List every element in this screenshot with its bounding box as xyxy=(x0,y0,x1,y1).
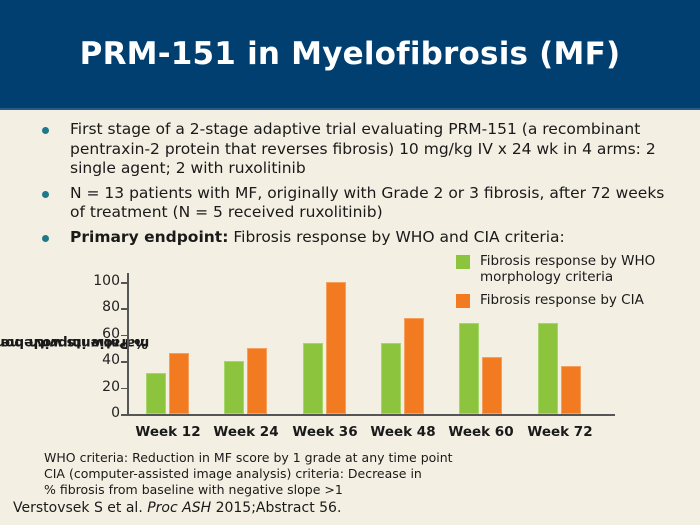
bullet-text: Fibrosis response by WHO and CIA criteri… xyxy=(228,227,565,246)
title-banner: PRM-151 in Myelofibrosis (MF) xyxy=(0,0,700,110)
y-tick-label: 100 xyxy=(93,273,120,289)
chart-legend: Fibrosis response by WHO morphology crit… xyxy=(456,253,686,315)
note-line: % fibrosis from baseline with negative s… xyxy=(44,482,343,497)
y-tick-label: 0 xyxy=(111,405,120,421)
y-tick-label: 80 xyxy=(102,299,120,316)
legend-label: Fibrosis response by WHO xyxy=(480,253,656,269)
bullet-text: N = 13 patients with MF, originally with… xyxy=(70,183,665,222)
bullet-icon xyxy=(42,234,49,242)
note-line: CIA (computer-assisted image analysis) c… xyxy=(44,466,422,481)
legend-swatch-orange-icon xyxy=(456,294,470,308)
bullet-item: First stage of a 2-stage adaptive trial … xyxy=(40,120,680,179)
bar-cia-week-48 xyxy=(404,317,424,414)
bar-who-week-72 xyxy=(538,322,558,414)
x-tick-label: Week 60 xyxy=(448,424,514,440)
bullet-item: N = 13 patients with MF, originally with… xyxy=(40,184,680,223)
bullet-item: Primary endpoint: Fibrosis response by W… xyxy=(40,228,680,248)
legend-swatch-green-icon xyxy=(456,255,470,269)
bar-cia-week-24 xyxy=(247,348,267,414)
bar-who-week-36 xyxy=(303,342,323,414)
x-tick-label: Week 12 xyxy=(135,424,201,440)
legend-item-who: Fibrosis response by WHO morphology crit… xyxy=(456,253,686,285)
y-tick-label: 60 xyxy=(102,325,120,342)
legend-label: Fibrosis response by CIA xyxy=(480,292,644,308)
bar-who-week-12 xyxy=(146,373,166,414)
bullet-list: First stage of a 2-stage adaptive trial … xyxy=(40,120,680,252)
bar-cia-week-12 xyxy=(169,353,189,414)
bullet-bold-text: Primary endpoint: xyxy=(70,227,229,246)
x-tick-label: Week 24 xyxy=(213,424,279,440)
note-line: WHO criteria: Reduction in MF score by 1… xyxy=(44,450,453,465)
bar-cia-week-60 xyxy=(482,357,502,414)
criteria-notes: WHO criteria: Reduction in MF score by 1… xyxy=(44,450,453,498)
citation-authors: Verstovsek S et al. xyxy=(13,500,148,516)
x-tick-label: Week 36 xyxy=(292,424,358,440)
y-tick xyxy=(121,282,128,284)
bar-who-week-24 xyxy=(224,361,244,414)
y-tick xyxy=(121,414,128,416)
y-axis xyxy=(127,273,129,415)
y-tick-label: 40 xyxy=(102,352,120,369)
legend-item-cia: Fibrosis response by CIA xyxy=(456,292,686,308)
y-tick xyxy=(121,308,128,310)
x-axis xyxy=(127,414,615,416)
x-tick-label: Week 72 xyxy=(527,424,593,440)
bullet-icon xyxy=(42,127,49,134)
bullet-icon xyxy=(42,190,49,198)
bullet-text: First stage of a 2-stage adaptive trial … xyxy=(70,120,656,177)
y-tick xyxy=(121,361,128,363)
citation-journal: Proc ASH xyxy=(147,500,212,516)
bar-cia-week-36 xyxy=(326,282,346,414)
bar-who-week-48 xyxy=(381,342,401,414)
slide-title: PRM-151 in Myelofibrosis (MF) xyxy=(79,36,621,72)
y-tick xyxy=(121,334,128,337)
y-tick-label: 20 xyxy=(102,378,120,395)
bar-cia-week-72 xyxy=(561,366,581,414)
bar-who-week-60 xyxy=(459,322,479,414)
citation-rest: 2015;Abstract 56. xyxy=(211,500,342,516)
citation: Verstovsek S et al. Proc ASH 2015;Abstra… xyxy=(13,500,341,516)
y-tick xyxy=(121,387,128,390)
x-tick-label: Week 48 xyxy=(370,424,436,440)
legend-label: morphology criteria xyxy=(480,269,614,285)
